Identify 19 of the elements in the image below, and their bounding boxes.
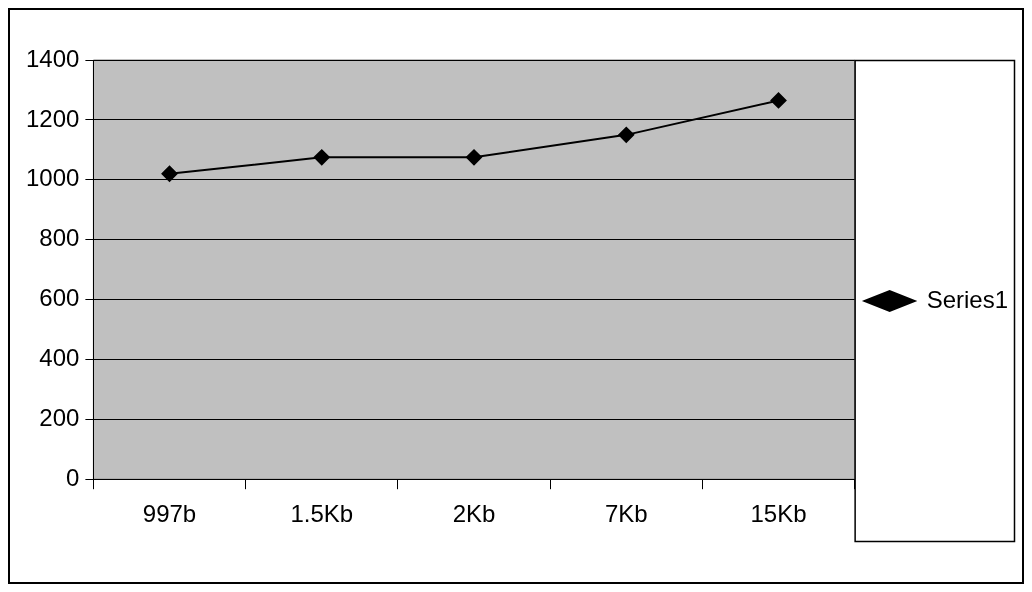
y-tick-label: 1400 bbox=[26, 44, 80, 72]
y-tick-label: 400 bbox=[39, 344, 80, 372]
x-tick-label: 15Kb bbox=[750, 500, 807, 528]
y-tick-label: 800 bbox=[39, 224, 80, 252]
legend-label: Series1 bbox=[926, 285, 1008, 313]
x-tick-label: 2Kb bbox=[452, 500, 496, 528]
point bbox=[313, 149, 330, 166]
x-tick-label: 997b bbox=[142, 500, 197, 528]
point bbox=[161, 165, 178, 182]
y-tick-label: 1200 bbox=[26, 104, 80, 132]
y-tick-label: 1000 bbox=[26, 164, 80, 192]
point bbox=[618, 126, 635, 143]
x-tick-label: 7Kb bbox=[604, 500, 648, 528]
point bbox=[466, 149, 483, 166]
x-tick-label: 1.5Kb bbox=[290, 500, 354, 528]
y-tick-label: 0 bbox=[66, 463, 80, 491]
point bbox=[770, 92, 787, 109]
y-tick-label: 600 bbox=[39, 284, 80, 312]
y-tick-label: 200 bbox=[39, 403, 80, 431]
